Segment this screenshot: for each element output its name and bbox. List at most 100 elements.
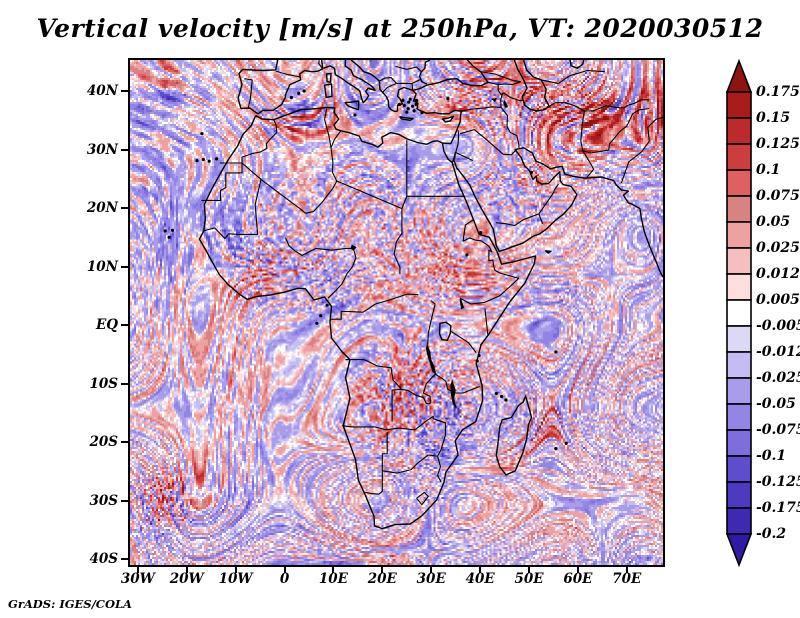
lon-tick-mark (185, 565, 188, 573)
colorbar-tick-label: -0.1 (756, 448, 787, 464)
lat-tick-label: 30N (86, 141, 118, 158)
colorbar-segment (726, 221, 752, 249)
small-island-dot (414, 98, 419, 102)
lake (459, 297, 465, 310)
country-border (459, 249, 520, 305)
colorbar-segment (726, 91, 752, 119)
country-border (462, 219, 474, 242)
small-island-dot (564, 441, 568, 445)
colorbar-tick-label: -0.125 (756, 474, 800, 490)
country-border (487, 81, 521, 86)
small-island-dot (289, 95, 293, 100)
small-island-dot (414, 102, 418, 107)
country-border (408, 415, 434, 431)
vertical-velocity-field (130, 60, 663, 565)
colorbar-segment (726, 299, 752, 327)
lat-tick-label: 40S (89, 551, 118, 568)
colorbar-tick-label: -0.2 (756, 526, 787, 542)
lon-tick-label: 0 (279, 571, 290, 587)
country-border (547, 102, 585, 112)
small-island-dot (163, 229, 167, 233)
island-outline (441, 115, 455, 123)
country-border (582, 108, 650, 154)
lon-tick-label: 50E (514, 571, 544, 587)
lon-tick-label: 60E (563, 571, 593, 587)
country-border (275, 70, 301, 78)
small-island-dot (353, 113, 357, 117)
lon-tick-mark (136, 565, 139, 573)
lake (425, 343, 437, 376)
lon-tick-mark (283, 565, 286, 573)
colorbar-segment (726, 325, 752, 353)
country-border (500, 107, 520, 150)
country-border (203, 227, 258, 240)
lake (503, 99, 509, 109)
country-border (538, 183, 559, 215)
lat-tick-label: 20N (86, 200, 118, 217)
small-island-dot (195, 159, 199, 163)
colorbar-segment (726, 117, 752, 145)
country-border (330, 303, 376, 320)
small-island-dot (319, 314, 323, 318)
country-border (541, 69, 605, 84)
lon-tick-mark (479, 565, 482, 573)
small-island-dot (412, 109, 416, 113)
small-island-dot (325, 303, 329, 307)
coastline (513, 60, 550, 112)
country-border (375, 293, 419, 305)
colorbar-segment (726, 169, 752, 197)
small-island-dot (402, 104, 406, 108)
lat-tick-mark (121, 499, 130, 502)
country-border (241, 119, 278, 163)
small-island-dot (446, 97, 450, 101)
country-border (379, 77, 397, 84)
lon-tick-label: 20E (367, 571, 397, 587)
country-border (484, 308, 489, 336)
lake (491, 97, 498, 103)
colorbar-tick-label: -0.025 (756, 370, 800, 386)
country-border (312, 180, 342, 212)
country-border (462, 237, 493, 253)
lat-tick-mark (121, 324, 130, 327)
coastline (198, 106, 537, 530)
lat-tick-mark (121, 441, 130, 444)
country-border (580, 110, 585, 151)
coastline (569, 60, 585, 69)
small-island-dot (411, 104, 415, 108)
lon-tick-label: 40E (465, 571, 495, 587)
country-border (201, 163, 243, 201)
country-border (584, 99, 650, 112)
lon-tick-label: 70E (612, 571, 642, 587)
grads-attribution: GrADS: IGES/COLA (8, 597, 132, 611)
colorbar-tick-label: 0.15 (756, 110, 791, 126)
island-outline (544, 250, 552, 254)
small-island-dot (207, 159, 211, 163)
country-border (450, 330, 477, 353)
small-island-dot (494, 391, 498, 396)
country-border (473, 129, 518, 156)
colorbar-tick-label: 0.1 (756, 162, 781, 178)
colorbar-arrow-top (725, 58, 753, 93)
country-border (538, 213, 544, 225)
country-border (324, 108, 332, 148)
country-border (391, 373, 455, 422)
lon-tick-label: 10E (318, 571, 348, 587)
lat-tick-label: 30S (89, 492, 118, 509)
small-island-dot (554, 350, 558, 354)
colorbar-segment (726, 273, 752, 301)
country-border (582, 150, 595, 179)
colorbar-tick-label: 0.0125 (756, 266, 800, 282)
colorbar-segment (726, 455, 752, 483)
small-island-dot (401, 98, 405, 102)
small-island-dot (215, 157, 219, 161)
country-border (340, 182, 403, 210)
country-border (381, 432, 388, 471)
colorbar-segment (726, 429, 752, 457)
lat-tick-mark (121, 207, 130, 210)
country-border (330, 130, 342, 149)
country-border (284, 237, 354, 256)
small-island-dot (529, 170, 534, 174)
lon-tick-label: 10W (218, 571, 253, 587)
colorbar (725, 58, 753, 568)
